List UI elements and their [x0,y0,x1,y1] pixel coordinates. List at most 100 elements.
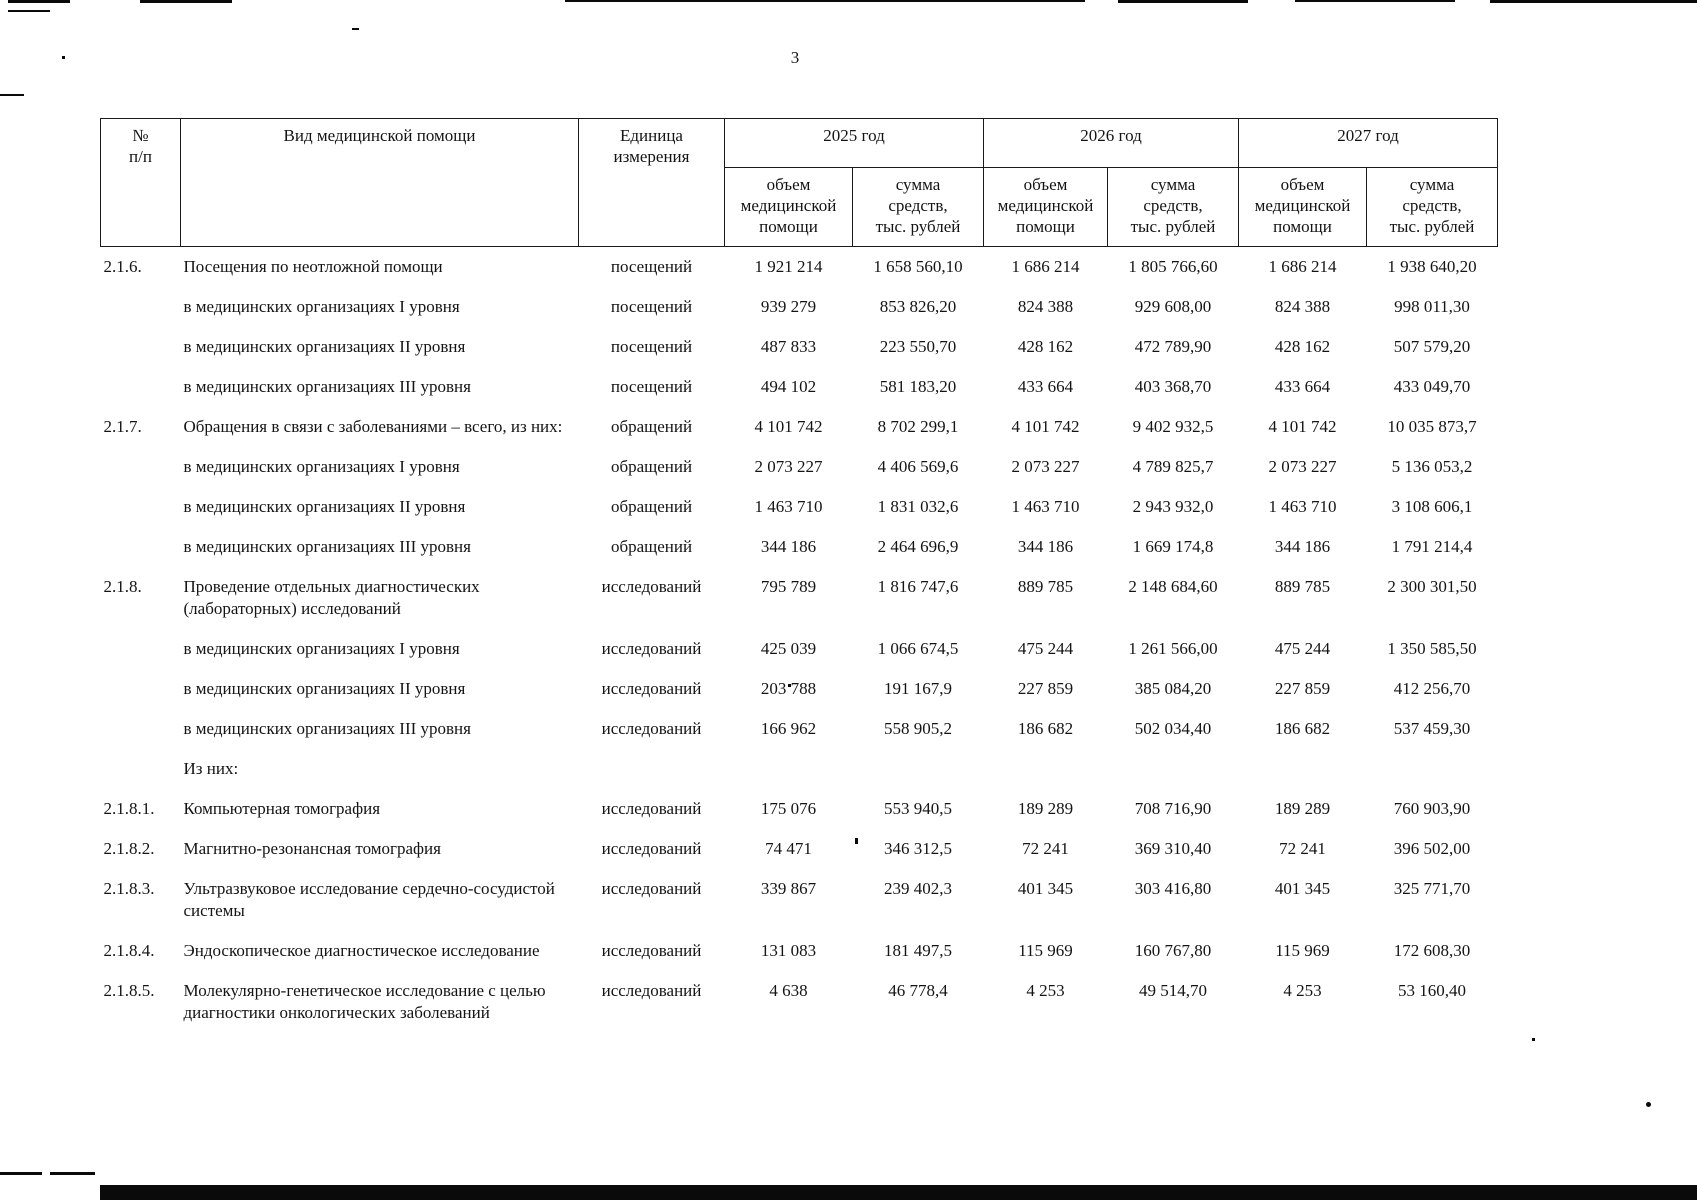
value-2026-sum: 9 402 932,5 [1132,417,1214,436]
row-kind: Обращения в связи с заболеваниями – всег… [183,417,563,436]
value-2027-volume: 4 253 [1283,981,1322,1000]
value-2027-sum: 172 608,30 [1393,941,1471,960]
value-2026-volume: 115 969 [1018,941,1073,960]
value-2027-volume: 227 859 [1274,679,1331,698]
row-number: 2.1.8.1. [103,799,155,818]
header-year-2027-label: 2027 год [1337,126,1399,145]
value-2027-volume: 72 241 [1279,839,1326,858]
row-number [101,367,181,407]
row-kind: в медицинских организациях I уровня [183,639,460,658]
value-2027-volume: 189 289 [1274,799,1331,818]
value-2025-volume [725,749,853,789]
value-2027-sum: 325 771,70 [1393,879,1471,898]
value-2027-volume: 433 664 [1274,377,1331,396]
scan-artifact [352,28,359,30]
scan-artifact [0,94,24,96]
scan-artifact [1295,0,1455,2]
value-2026-sum: 369 310,40 [1134,839,1212,858]
value-2025-sum: 1 658 560,10 [873,257,963,276]
row-unit: исследований [601,679,702,698]
header-unit: Единица измерения [578,118,725,247]
value-2026-sum: 160 767,80 [1134,941,1212,960]
row-number: 2.1.8. [103,577,142,596]
value-2026-volume: 344 186 [1017,537,1074,556]
table-row: в медицинских организациях I уровня обращ… [101,447,1498,487]
value-2027-sum: 3 108 606,1 [1391,497,1473,516]
table-row: в медицинских организациях I уровня иссле… [101,629,1498,669]
table-row: Из них: [101,749,1498,789]
value-2027-sum: 760 903,90 [1393,799,1471,818]
value-2027-sum: 396 502,00 [1393,839,1471,858]
header-year-2026: 2026 год [983,118,1239,168]
row-unit: обращений [610,417,693,436]
header-kind: Вид медицинской помощи [180,118,579,247]
value-2025-volume: 939 279 [760,297,817,316]
header-sum-2026: сумма средств, тыс. рублей [1107,167,1239,247]
table-row: в медицинских организациях I уровня посещ… [101,287,1498,327]
row-kind: в медицинских организациях II уровня [183,679,466,698]
value-2026-volume: 4 101 742 [1011,417,1080,436]
header-sum-2025: сумма средств, тыс. рублей [852,167,984,247]
row-kind: Молекулярно-генетическое исследование с … [183,981,546,1022]
header-sum-2026-label: сумма средств, тыс. рублей [1130,175,1216,236]
table-row: 2.1.8.1. Компьютерная томография исследова… [101,789,1498,829]
value-2025-sum: 191 167,9 [884,679,952,698]
row-number: 2.1.7. [103,417,142,436]
table-row: в медицинских организациях II уровня обра… [101,487,1498,527]
value-2025-volume: 1 921 214 [754,257,823,276]
table-row: 2.1.7. Обращения в связи с заболеваниями … [101,407,1498,447]
value-2027-sum [1367,749,1498,789]
table-row: в медицинских организациях III уровня обр… [101,527,1498,567]
value-2027-sum: 5 136 053,2 [1391,457,1473,476]
header-volume-2027-label: объем медицинской помощи [1254,175,1351,236]
header-num: № п/п [100,118,181,247]
row-kind: Ультразвуковое исследование сердечно-сос… [183,879,555,920]
header-volume-2025-label: объем медицинской помощи [740,175,837,236]
row-unit: посещений [610,297,693,316]
value-2026-sum: 1 805 766,60 [1128,257,1218,276]
row-unit: исследований [601,719,702,738]
value-2027-volume: 475 244 [1274,639,1331,658]
row-unit: исследований [601,879,702,898]
value-2027-sum: 412 256,70 [1393,679,1471,698]
value-2025-sum: 2 464 696,9 [877,537,959,556]
header-row-subcolumns: объем медицинской помощи сумма средств, … [101,167,1498,247]
row-unit: исследований [601,839,702,858]
header-year-2026-label: 2026 год [1080,126,1142,145]
row-unit: обращений [610,497,693,516]
scan-artifact [8,10,50,12]
value-2027-volume: 344 186 [1274,537,1331,556]
row-number: 2.1.8.3. [103,879,155,898]
value-2027-volume: 889 785 [1274,577,1331,596]
value-2025-sum: 853 826,20 [879,297,957,316]
header-year-2025-label: 2025 год [823,126,885,145]
row-number [101,669,181,709]
header-row-years: № п/п Вид медицинской помощи Единица изм… [100,118,1498,247]
value-2026-sum: 4 789 825,7 [1132,457,1214,476]
row-kind: Проведение отдельных диагностических (ла… [183,577,480,618]
value-2025-sum: 239 402,3 [884,879,952,898]
table-row: 2.1.8.2. Магнитно-резонансная томография и… [101,829,1498,869]
value-2025-sum: 46 778,4 [888,981,948,1000]
scan-artifact [855,838,858,844]
value-2026-volume [984,749,1108,789]
row-kind: Эндоскопическое диагностическое исследов… [183,941,540,960]
value-2027-sum: 537 459,30 [1393,719,1471,738]
value-2026-volume: 72 241 [1022,839,1069,858]
row-unit: обращений [610,537,693,556]
medical-care-table: № п/п Вид медицинской помощи Единица изм… [100,118,1498,1033]
value-2026-volume: 428 162 [1017,337,1074,356]
table-row: в медицинских организациях III уровня исс… [101,709,1498,749]
header-num-label: № п/п [129,126,152,166]
value-2025-volume: 166 962 [760,719,817,738]
scan-artifact [565,0,1085,2]
row-unit: посещений [610,337,693,356]
row-unit: обращений [610,457,693,476]
value-2026-sum: 1 261 566,00 [1128,639,1218,658]
value-2025-volume: 4 101 742 [754,417,823,436]
row-number: 2.1.8.2. [103,839,155,858]
header-sum-2027-label: сумма средств, тыс. рублей [1389,175,1475,236]
value-2026-volume: 433 664 [1017,377,1074,396]
value-2025-volume: 74 471 [765,839,812,858]
row-kind: в медицинских организациях III уровня [183,719,471,738]
